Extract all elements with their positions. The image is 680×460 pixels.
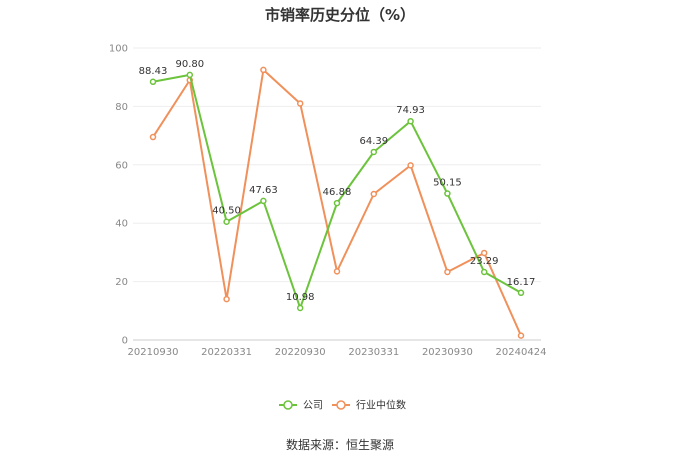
data-point — [149, 133, 157, 141]
data-point — [149, 78, 157, 86]
data-point — [296, 100, 304, 107]
legend-label: 行业中位数 — [356, 399, 406, 412]
data-point — [407, 117, 414, 125]
data-label: 10.98 — [286, 292, 315, 303]
x-tick-label: 20220331 — [201, 347, 252, 358]
data-source: 数据来源：恒生聚源 — [285, 438, 394, 452]
y-tick-label: 100 — [109, 44, 128, 55]
data-point — [186, 71, 194, 79]
data-point — [260, 66, 267, 74]
data-point — [480, 268, 488, 276]
data-label: 64.39 — [359, 136, 388, 147]
data-point — [260, 197, 267, 205]
data-label: 16.17 — [507, 277, 536, 288]
data-point — [296, 304, 304, 312]
x-tick-label: 20230331 — [348, 347, 399, 358]
chart-title: 市销率历史分位（%） — [264, 6, 416, 24]
x-tick-label: 20240424 — [496, 347, 547, 358]
legend-swatch-marker — [336, 400, 346, 410]
data-point — [407, 162, 414, 169]
data-point — [517, 289, 525, 297]
data-point — [333, 199, 341, 207]
data-label: 74.93 — [396, 105, 425, 116]
y-tick-label: 0 — [122, 336, 128, 347]
data-label: 47.63 — [249, 185, 278, 196]
data-point — [333, 268, 341, 275]
y-tick-label: 40 — [115, 219, 128, 230]
y-tick-label: 20 — [115, 277, 128, 288]
y-tick-label: 80 — [115, 102, 128, 113]
data-point — [223, 295, 230, 303]
data-label: 90.80 — [175, 59, 204, 70]
x-tick-label: 20220930 — [275, 347, 326, 358]
data-label: 40.50 — [212, 206, 241, 217]
data-label: 50.15 — [433, 178, 462, 189]
data-label: 46.88 — [323, 187, 352, 198]
data-point — [370, 148, 378, 156]
data-point — [480, 249, 488, 257]
data-label: 23.29 — [470, 256, 499, 267]
data-point — [370, 190, 378, 198]
data-point — [444, 190, 451, 197]
data-point — [223, 218, 230, 225]
legend-label: 公司 — [303, 401, 323, 412]
x-tick-label: 20230930 — [422, 347, 473, 358]
data-point — [444, 268, 451, 276]
legend-swatch-marker — [283, 400, 293, 410]
y-tick-label: 60 — [115, 160, 128, 171]
x-tick-label: 20210930 — [128, 347, 179, 358]
data-point — [517, 332, 525, 339]
data-label: 88.43 — [139, 66, 168, 77]
